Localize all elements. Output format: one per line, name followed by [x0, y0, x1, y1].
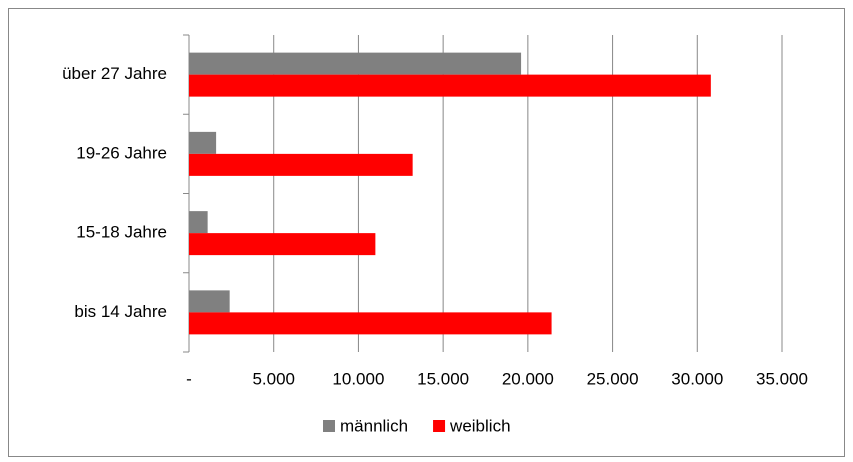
bar — [189, 233, 376, 256]
bar — [189, 131, 217, 154]
x-tick-label: 20.000 — [502, 369, 554, 388]
bar — [189, 52, 522, 75]
x-tick-label: 15.000 — [417, 369, 469, 388]
y-tick-label: 19-26 Jahre — [76, 143, 167, 162]
y-tick-label: über 27 Jahre — [62, 64, 167, 83]
x-tick-label: 10.000 — [332, 369, 384, 388]
bar — [189, 153, 413, 176]
bar — [189, 211, 208, 234]
x-tick-label: 35.000 — [756, 369, 808, 388]
legend-label: männlich — [340, 416, 408, 435]
x-tick-label: - — [186, 369, 192, 388]
x-tick-label: 5.000 — [252, 369, 295, 388]
bar — [189, 312, 552, 335]
legend-label: weiblich — [449, 416, 510, 435]
x-tick-label: 25.000 — [587, 369, 639, 388]
bar — [189, 74, 711, 97]
legend-swatch — [433, 420, 446, 432]
bar — [189, 290, 230, 313]
y-tick-label: bis 14 Jahre — [74, 302, 167, 321]
x-tick-label: 30.000 — [671, 369, 723, 388]
y-tick-label: 15-18 Jahre — [76, 223, 167, 242]
legend-swatch — [323, 420, 335, 432]
